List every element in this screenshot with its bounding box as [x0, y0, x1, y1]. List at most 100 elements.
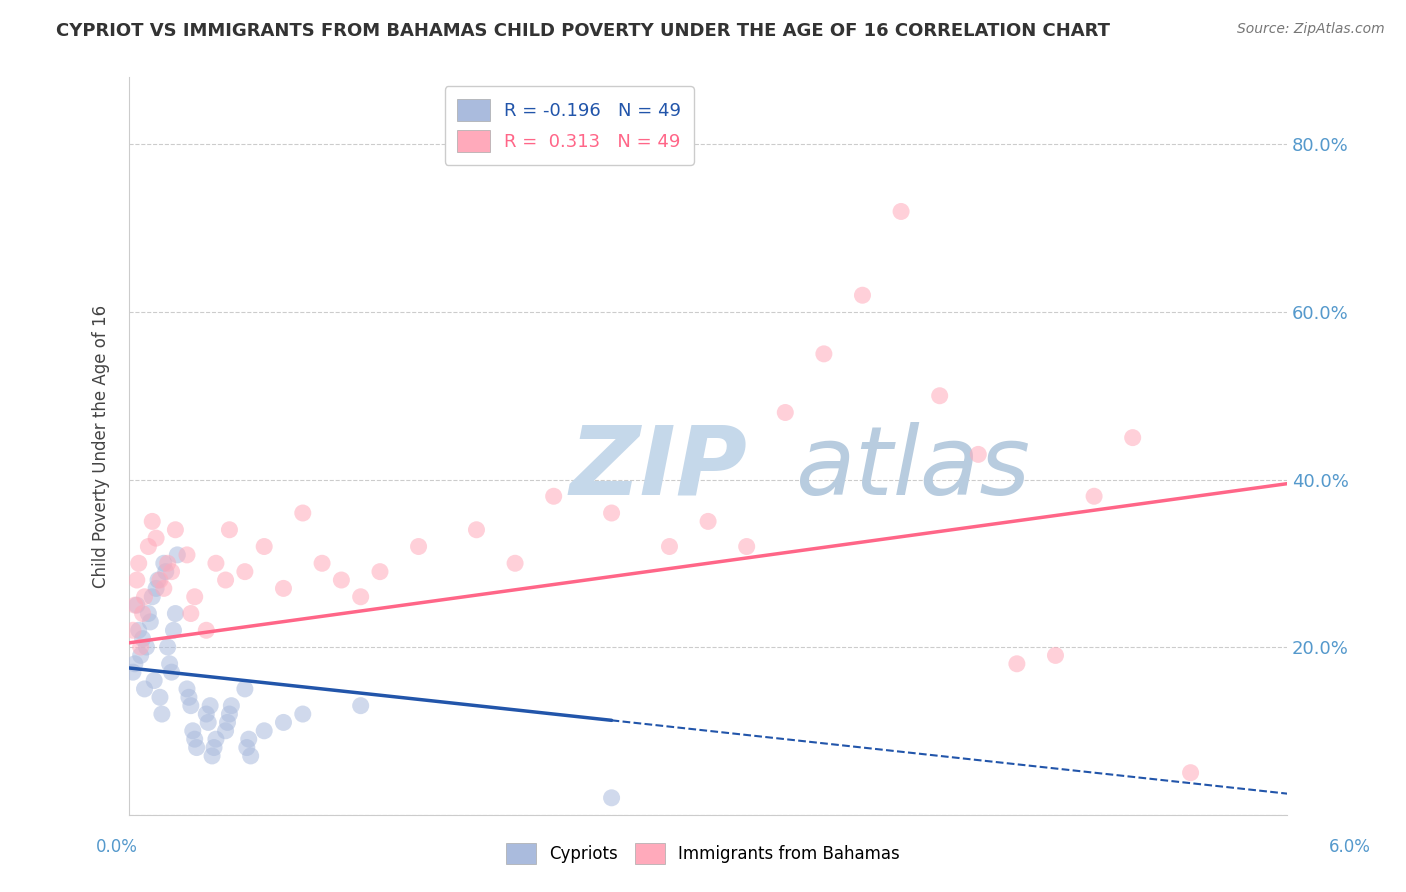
Point — [543, 489, 565, 503]
Point — [160, 665, 183, 680]
Point — [143, 673, 166, 688]
Point — [153, 582, 176, 596]
Point — [165, 523, 187, 537]
Y-axis label: Child Poverty Under the Age of 16: Child Poverty Under the Age of 16 — [93, 304, 110, 588]
Point — [813, 347, 835, 361]
Point — [368, 565, 391, 579]
Point — [131, 607, 153, 621]
Point — [697, 515, 720, 529]
Point — [928, 389, 950, 403]
Legend: Cypriots, Immigrants from Bahamas: Cypriots, Immigrants from Bahamas — [499, 837, 907, 871]
Point — [1122, 431, 1144, 445]
Text: atlas: atlas — [794, 422, 1031, 515]
Point — [291, 706, 314, 721]
Point — [408, 540, 430, 554]
Point — [465, 523, 488, 537]
Point — [124, 598, 146, 612]
Point — [138, 540, 160, 554]
Point — [156, 556, 179, 570]
Point — [135, 640, 157, 654]
Point — [124, 657, 146, 671]
Point — [205, 732, 228, 747]
Point — [125, 573, 148, 587]
Point — [131, 632, 153, 646]
Point — [201, 748, 224, 763]
Point — [183, 732, 205, 747]
Point — [181, 723, 204, 738]
Point — [183, 590, 205, 604]
Point — [145, 531, 167, 545]
Point — [217, 715, 239, 730]
Point — [253, 540, 276, 554]
Point — [122, 665, 145, 680]
Point — [125, 598, 148, 612]
Point — [134, 590, 156, 604]
Point — [253, 723, 276, 738]
Point — [330, 573, 353, 587]
Text: Source: ZipAtlas.com: Source: ZipAtlas.com — [1237, 22, 1385, 37]
Point — [350, 698, 373, 713]
Point — [890, 204, 912, 219]
Point — [138, 607, 160, 621]
Point — [177, 690, 200, 705]
Point — [122, 624, 145, 638]
Point — [128, 624, 150, 638]
Point — [218, 523, 240, 537]
Point — [214, 573, 236, 587]
Point — [162, 624, 184, 638]
Point — [134, 681, 156, 696]
Point — [967, 447, 990, 461]
Point — [600, 506, 623, 520]
Point — [155, 565, 177, 579]
Point — [149, 690, 172, 705]
Point — [233, 681, 256, 696]
Point — [159, 657, 181, 671]
Point — [600, 790, 623, 805]
Point — [1005, 657, 1028, 671]
Point — [202, 740, 225, 755]
Point — [180, 607, 202, 621]
Point — [239, 748, 262, 763]
Point — [129, 640, 152, 654]
Point — [273, 582, 295, 596]
Point — [139, 615, 162, 629]
Point — [156, 640, 179, 654]
Point — [273, 715, 295, 730]
Text: ZIP: ZIP — [569, 422, 747, 515]
Point — [146, 573, 169, 587]
Point — [176, 681, 198, 696]
Point — [149, 573, 172, 587]
Point — [176, 548, 198, 562]
Point — [166, 548, 188, 562]
Point — [197, 715, 219, 730]
Point — [214, 723, 236, 738]
Point — [218, 706, 240, 721]
Text: 6.0%: 6.0% — [1329, 838, 1371, 855]
Point — [195, 624, 218, 638]
Point — [1045, 648, 1067, 663]
Point — [1180, 765, 1202, 780]
Text: CYPRIOT VS IMMIGRANTS FROM BAHAMAS CHILD POVERTY UNDER THE AGE OF 16 CORRELATION: CYPRIOT VS IMMIGRANTS FROM BAHAMAS CHILD… — [56, 22, 1111, 40]
Point — [1083, 489, 1105, 503]
Legend: R = -0.196   N = 49, R =  0.313   N = 49: R = -0.196 N = 49, R = 0.313 N = 49 — [444, 87, 693, 165]
Point — [160, 565, 183, 579]
Point — [658, 540, 681, 554]
Point — [311, 556, 333, 570]
Point — [180, 698, 202, 713]
Point — [350, 590, 373, 604]
Point — [735, 540, 758, 554]
Point — [221, 698, 243, 713]
Point — [775, 405, 797, 419]
Point — [198, 698, 221, 713]
Point — [503, 556, 526, 570]
Point — [128, 556, 150, 570]
Point — [291, 506, 314, 520]
Point — [145, 582, 167, 596]
Point — [205, 556, 228, 570]
Point — [195, 706, 218, 721]
Point — [129, 648, 152, 663]
Point — [165, 607, 187, 621]
Point — [141, 515, 163, 529]
Point — [238, 732, 260, 747]
Point — [851, 288, 873, 302]
